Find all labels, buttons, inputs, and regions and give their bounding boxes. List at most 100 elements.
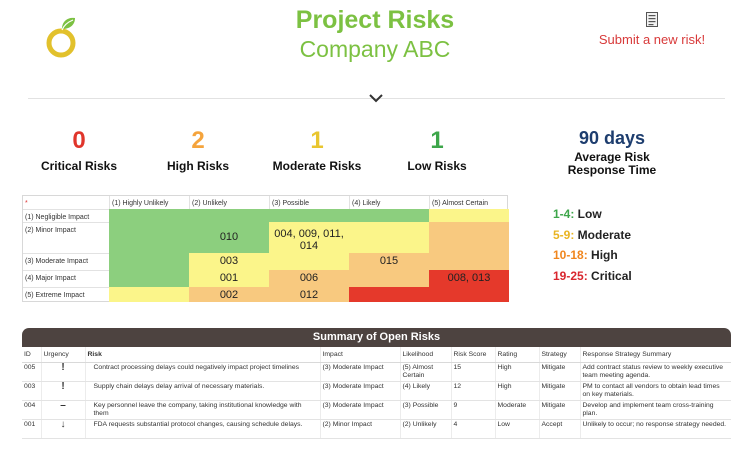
column-header[interactable]: Likelihood	[399, 347, 451, 363]
likelihood-header: (4) Likely	[349, 196, 429, 209]
table-row[interactable]: 004– Key personnel leave the company, tak…	[22, 400, 731, 420]
legend-label: Moderate	[574, 227, 632, 242]
matrix-cell[interactable]: 002	[189, 287, 269, 302]
matrix-cell	[109, 222, 189, 253]
matrix-cell[interactable]: 004, 009, 011, 014	[269, 222, 349, 253]
matrix-cell	[109, 287, 189, 302]
matrix-cell	[269, 209, 349, 222]
legend-range: 10-18:	[553, 248, 588, 262]
legend-range: 5-9:	[553, 227, 575, 242]
moderate-label: Moderate Risks	[272, 159, 362, 173]
matrix-cell	[109, 253, 189, 270]
table-row[interactable]: 003! Supply chain delays delay arrival of…	[22, 381, 731, 401]
risk-rating: High	[494, 381, 539, 401]
risk-strategy: Accept	[538, 419, 580, 439]
legend-item: 10-18: High	[553, 245, 632, 266]
matrix-cell	[429, 222, 509, 253]
high-label: High Risks	[166, 159, 229, 173]
page-title: Project Risks	[295, 6, 455, 34]
matrix-cell	[269, 253, 349, 270]
risk-likelihood: (2) Unlikely	[399, 419, 451, 439]
summary-title: Summary of Open Risks	[22, 328, 731, 347]
risk-score: 15	[450, 362, 495, 382]
matrix-cell[interactable]: 003	[189, 253, 269, 270]
matrix-cell[interactable]: 015	[349, 253, 429, 270]
likelihood-header: (1) Highly Unlikely	[109, 196, 189, 209]
title-block: Project Risks Company ABC	[220, 6, 530, 64]
critical-label: Critical Risks	[40, 159, 118, 173]
impact-header: (1) Negligible Impact	[23, 209, 109, 222]
critical-count: 0	[72, 127, 86, 154]
urgency-icon: –	[40, 400, 85, 420]
risk-score: 9	[450, 400, 495, 420]
moderate-count: 1	[310, 127, 324, 154]
risk-description: Contract processing delays could negativ…	[84, 362, 320, 382]
risk-rating: Moderate	[494, 400, 539, 420]
risk-matrix: * (1) Highly Unlikely (2) Unlikely (3) Poss…	[22, 195, 509, 302]
risk-likelihood: (5) Almost Certain	[399, 362, 451, 382]
strategy-summary: Unlikely to occur; no response strategy …	[579, 419, 731, 439]
column-header[interactable]: ID	[22, 347, 41, 363]
matrix-cell[interactable]: 001	[189, 270, 269, 287]
legend-item: 5-9: Moderate	[553, 225, 632, 246]
matrix-cell	[189, 209, 269, 222]
table-row[interactable]: 001 ↓ FDA requests substantial protocol ch…	[22, 419, 731, 439]
likelihood-header: (5) Almost Certain	[429, 196, 509, 209]
avg-response-label: Average Risk Response Time	[567, 150, 657, 177]
risk-rating: Low	[494, 419, 539, 439]
low-label: Low Risks	[407, 159, 467, 173]
urgency-icon: ↓	[40, 419, 85, 439]
matrix-cell[interactable]: 006	[269, 270, 349, 287]
moderate-risks-stat: 1 Moderate Risks	[268, 127, 366, 173]
risk-strategy: Mitigate	[538, 381, 580, 401]
column-header[interactable]: Response Strategy Summary	[579, 347, 731, 363]
chevron-down-icon[interactable]	[369, 94, 383, 103]
risk-description: FDA requests substantial protocol change…	[84, 419, 320, 439]
low-count: 1	[430, 127, 444, 154]
matrix-cell	[429, 287, 509, 302]
impact-header: (5) Extreme Impact	[23, 287, 109, 302]
risk-likelihood: (3) Possible	[399, 400, 451, 420]
matrix-cell[interactable]: 008, 013	[429, 270, 509, 287]
legend-label: High	[587, 248, 618, 262]
likelihood-header: (2) Unlikely	[189, 196, 269, 209]
matrix-cell	[349, 209, 429, 222]
submit-risk-link[interactable]: Submit a new risk!	[592, 12, 712, 47]
avg-response-value: 90 days	[578, 128, 646, 148]
legend-range: 19-25:	[553, 268, 588, 283]
score-legend: 1-4: Low 5-9: Moderate 10-18: High 19-25: C…	[553, 204, 632, 286]
low-risks-stat: 1 Low Risks	[400, 127, 474, 173]
impact-header: (4) Major Impact	[23, 270, 109, 287]
risk-description: Key personnel leave the company, taking …	[84, 400, 320, 420]
matrix-cell[interactable]: 010	[189, 222, 269, 253]
company-name: Company ABC	[299, 36, 451, 62]
risk-id: 001	[22, 419, 41, 439]
column-header[interactable]: Urgency	[40, 347, 85, 363]
column-header[interactable]: Strategy	[538, 347, 580, 363]
column-header[interactable]: Risk Score	[450, 347, 495, 363]
table-row[interactable]: 005! Contract processing delays could neg…	[22, 362, 731, 382]
matrix-corner: *	[25, 200, 28, 207]
strategy-summary: Develop and implement team cross-trainin…	[579, 400, 731, 420]
risk-impact: (2) Minor Impact	[319, 419, 400, 439]
risk-rating: High	[494, 362, 539, 382]
column-header[interactable]: Rating	[494, 347, 539, 363]
urgency-icon: !	[40, 381, 85, 401]
leaf-logo-icon	[46, 17, 76, 58]
risk-strategy: Mitigate	[538, 362, 580, 382]
critical-risks-stat: 0 Critical Risks	[30, 127, 128, 173]
column-header[interactable]: Impact	[319, 347, 400, 363]
legend-label: Critical	[587, 268, 632, 283]
risk-id: 004	[22, 400, 41, 420]
matrix-cell[interactable]: 012	[269, 287, 349, 302]
likelihood-header: (3) Possible	[269, 196, 349, 209]
legend-range: 1-4:	[553, 207, 575, 221]
matrix-cell	[109, 209, 189, 222]
risk-impact: (3) Moderate Impact	[319, 400, 400, 420]
legend-item: 1-4: Low	[553, 204, 632, 225]
matrix-cell	[349, 270, 429, 287]
urgency-icon: !	[40, 362, 85, 382]
column-header[interactable]: Risk	[84, 347, 320, 363]
matrix-cell	[349, 287, 429, 302]
legend-item: 19-25: Critical	[553, 266, 632, 287]
